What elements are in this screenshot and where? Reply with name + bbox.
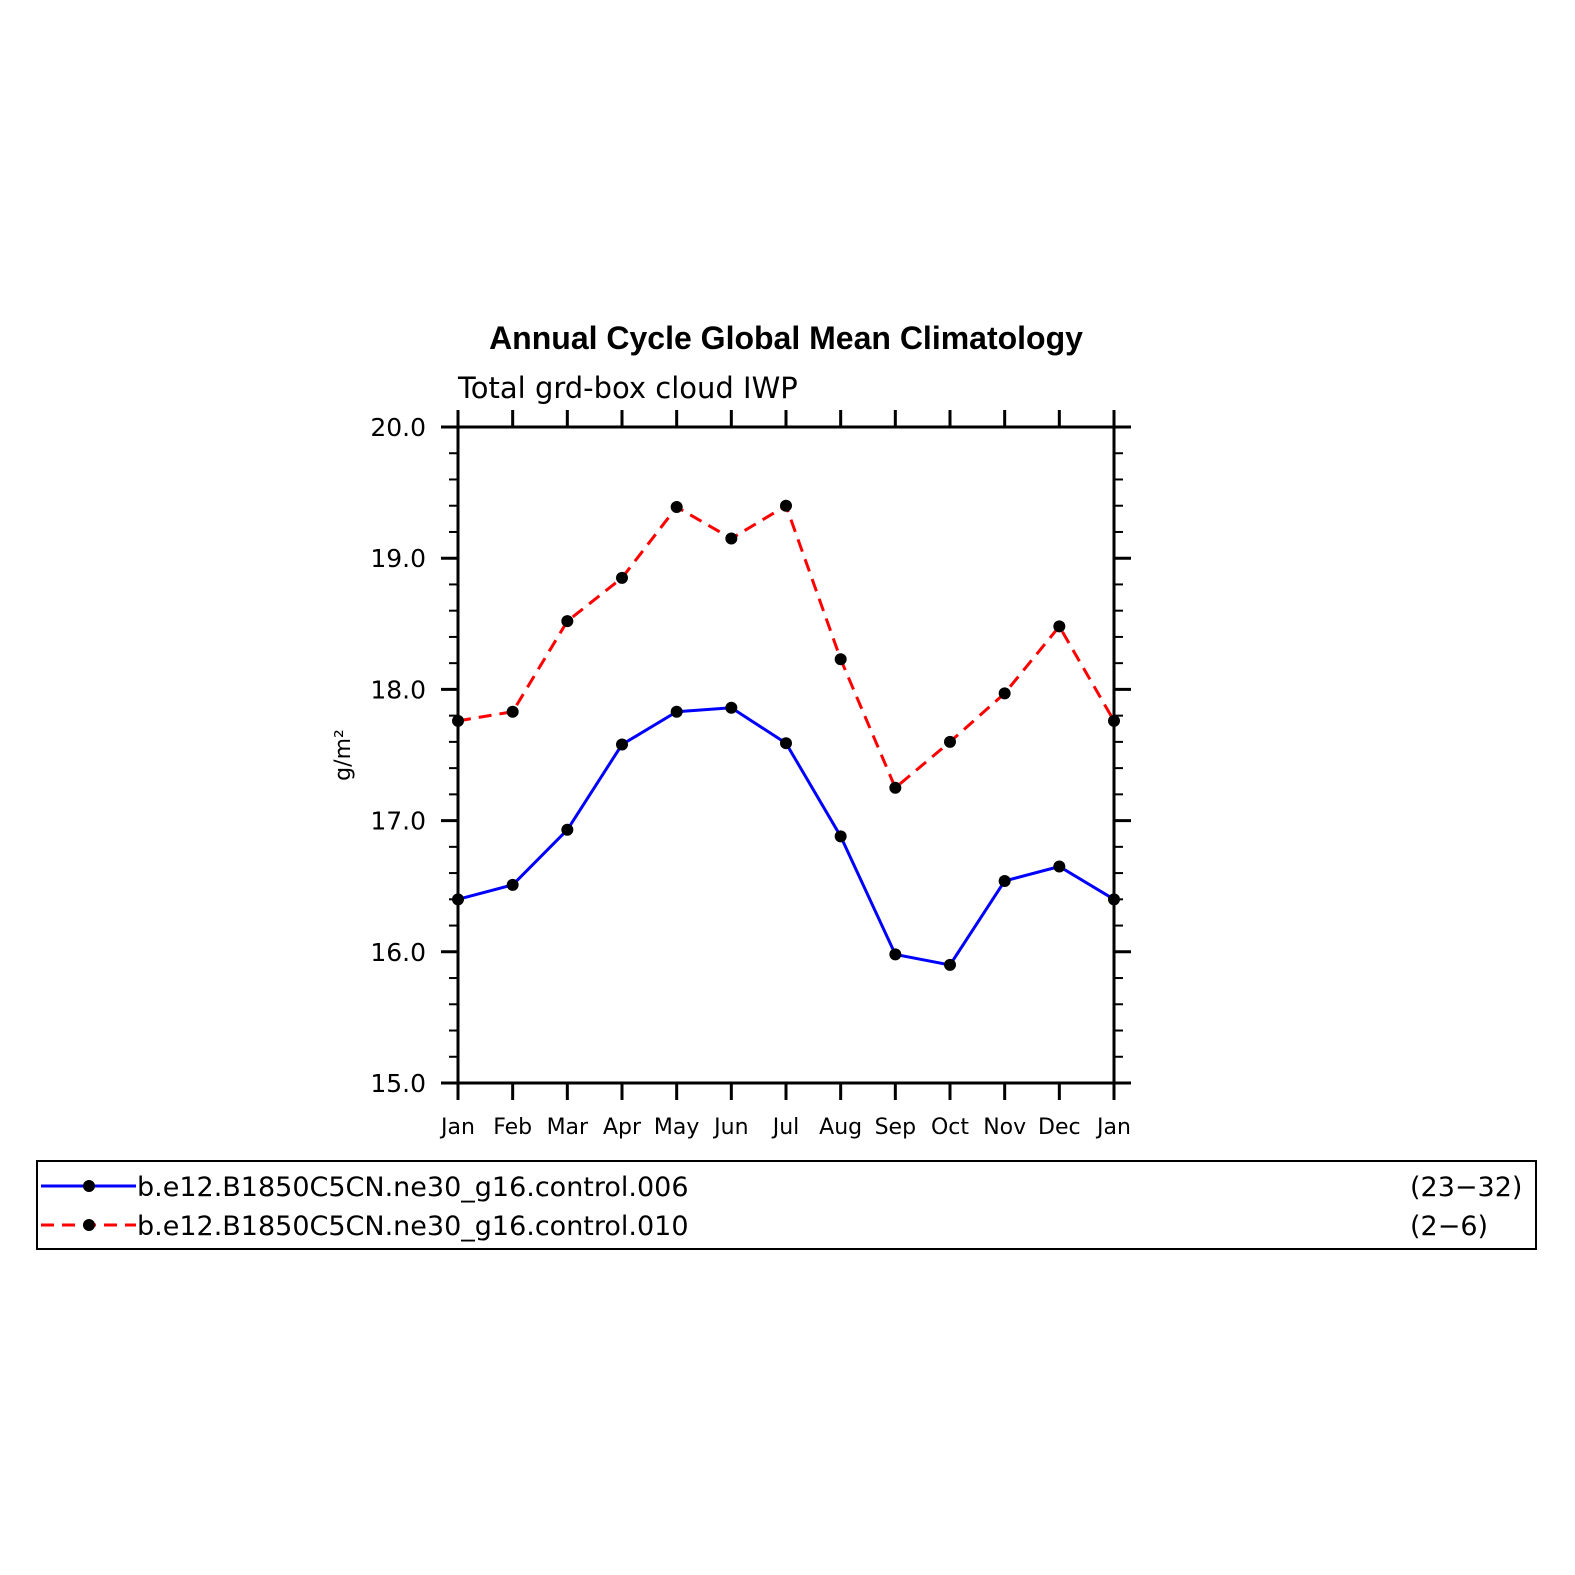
- data-point-series-2: [616, 571, 628, 584]
- y-tick-label: 19.0: [370, 544, 426, 573]
- data-point-series-1: [561, 823, 574, 836]
- data-point-series-1: [1108, 893, 1120, 906]
- data-point-series-1: [1053, 860, 1066, 873]
- x-tick-label: Dec: [1038, 1115, 1081, 1140]
- data-point-series-1: [834, 830, 847, 843]
- plot-frame: [456, 425, 1116, 1085]
- legend-years-2: (2−6): [1410, 1211, 1488, 1242]
- legend: b.e12.B1850C5CN.ne30_g16.control.006 (23−…: [41, 1172, 1522, 1242]
- data-point-series-2: [780, 499, 792, 512]
- y-axis-label: g/m²: [331, 729, 356, 781]
- data-point-series-1: [725, 701, 738, 714]
- chart-title: Annual Cycle Global Mean Climatology: [489, 320, 1083, 356]
- data-point-series-2: [725, 532, 738, 545]
- y-tick-label: 18.0: [370, 675, 426, 704]
- y-tick-label: 20.0: [370, 413, 426, 442]
- data-point-series-1: [889, 948, 902, 961]
- legend-years-1: (23−32): [1410, 1172, 1522, 1203]
- data-point-series-2: [889, 781, 902, 794]
- x-tick-label: Jan: [439, 1115, 475, 1140]
- data-point-series-1: [998, 874, 1011, 887]
- data-point-series-2: [506, 705, 519, 718]
- x-tick-label: Nov: [983, 1115, 1026, 1140]
- data-point-series-2: [998, 687, 1011, 700]
- legend-marker-1: [83, 1180, 95, 1192]
- data-point-series-1: [670, 705, 683, 718]
- legend-label-1: b.e12.B1850C5CN.ne30_g16.control.006: [137, 1172, 689, 1203]
- data-point-series-1: [452, 893, 464, 906]
- axis-ticks: Jan Feb Mar Apr May Jun Jul Aug Sep Oct Nov Dec Jan 1…: [370, 410, 1131, 1140]
- x-tick-label: Oct: [931, 1115, 969, 1140]
- y-tick-label: 16.0: [370, 938, 426, 967]
- data-point-series-1: [780, 737, 792, 750]
- x-tick-label: Jun: [712, 1115, 748, 1140]
- legend-label-2: b.e12.B1850C5CN.ne30_g16.control.010: [137, 1211, 689, 1242]
- x-tick-label: Jan: [1095, 1115, 1131, 1140]
- x-tick-label: Jul: [771, 1115, 800, 1140]
- x-tick-label: May: [654, 1115, 699, 1140]
- legend-box: [36, 1160, 1537, 1250]
- x-tick-label: Sep: [875, 1115, 916, 1140]
- legend-marker-2: [83, 1219, 95, 1231]
- data-point-series-2: [834, 653, 847, 666]
- data-point-series-2: [1053, 620, 1066, 633]
- data-point-series-2: [670, 501, 683, 514]
- data-point-series-1: [506, 878, 519, 891]
- chart-subtitle: Total grd-box cloud IWP: [457, 371, 798, 405]
- data-point-series-2: [561, 615, 574, 628]
- x-tick-label: Feb: [493, 1115, 532, 1140]
- data-point-series-1: [616, 738, 628, 751]
- x-tick-label: Mar: [547, 1115, 589, 1140]
- data-point-series-2: [944, 735, 956, 748]
- x-tick-label: Apr: [603, 1115, 642, 1140]
- data-point-series-1: [944, 958, 956, 971]
- y-tick-label: 17.0: [370, 807, 426, 836]
- data-point-series-2: [1108, 714, 1120, 727]
- x-tick-label: Aug: [819, 1115, 862, 1140]
- data-point-series-2: [452, 714, 464, 727]
- series-layer: [452, 499, 1120, 971]
- y-tick-label: 15.0: [370, 1069, 426, 1098]
